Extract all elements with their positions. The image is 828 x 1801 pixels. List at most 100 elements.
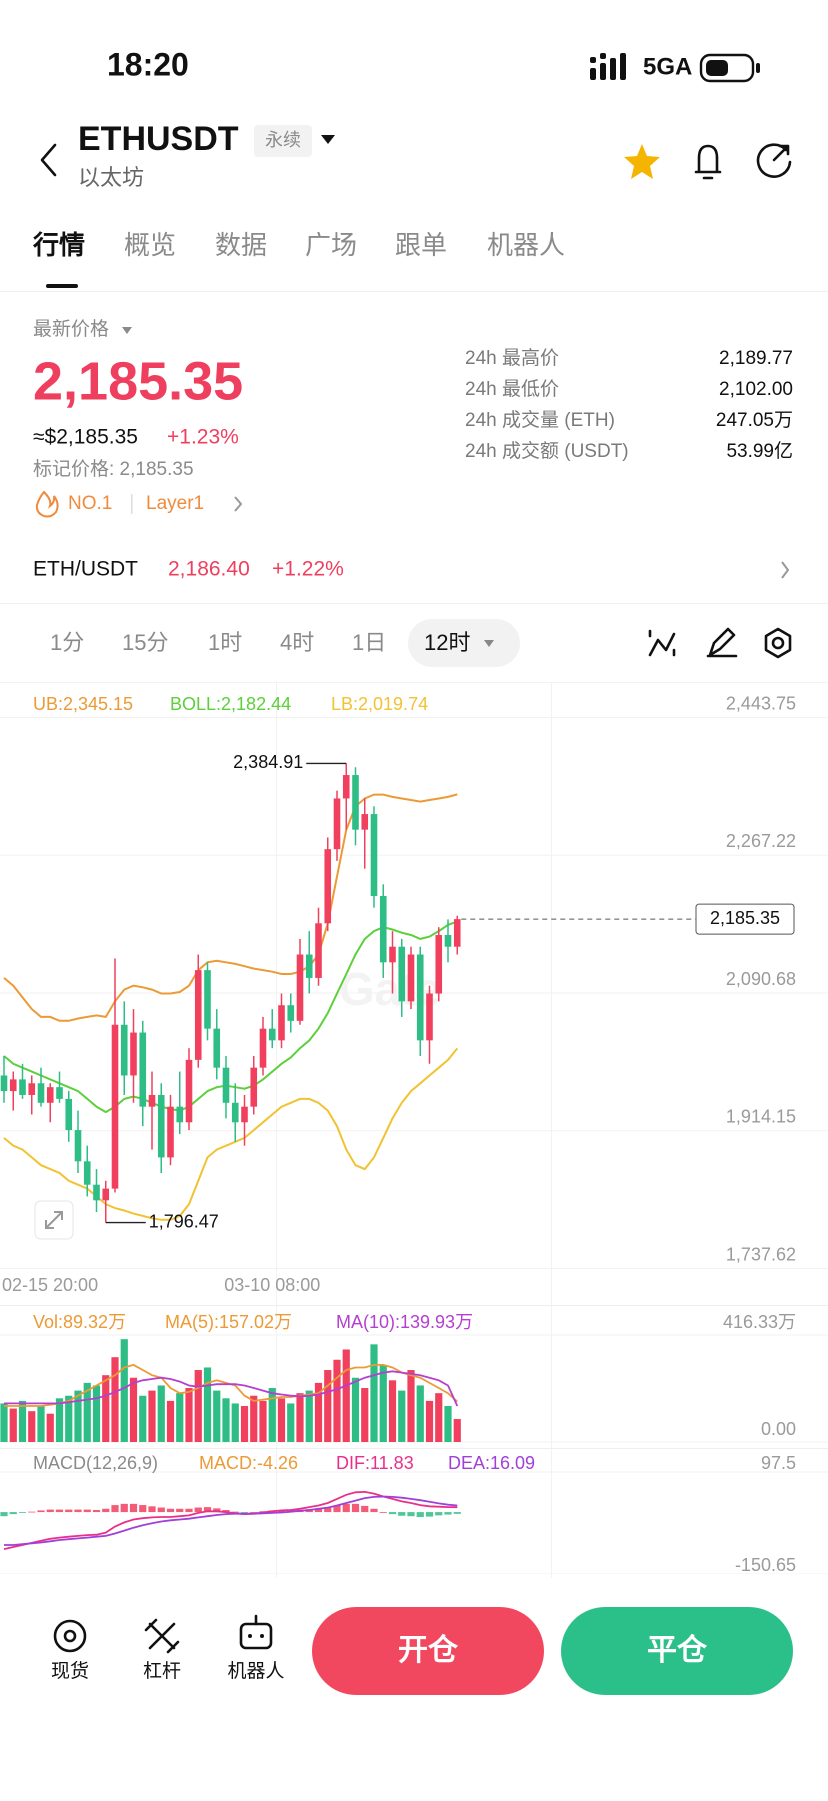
bar (314, 1382, 323, 1442)
usd-price: ≈$2,185.35 (33, 426, 138, 449)
candle-body (93, 1184, 100, 1201)
expand-button[interactable] (34, 1200, 74, 1240)
legend-entry: MA(5):157.02万 (165, 1312, 292, 1332)
bar (231, 1403, 239, 1442)
spot-pair[interactable]: ETH/USDT (33, 558, 138, 581)
interval-dropdown[interactable] (484, 640, 494, 647)
candle-body (222, 1067, 230, 1103)
status-network: 5GA (643, 53, 692, 80)
back-button[interactable] (40, 143, 57, 177)
indicator-button[interactable] (648, 629, 676, 657)
interval-selected-bg (408, 619, 520, 667)
bar (296, 1393, 304, 1442)
nav-label[interactable]: 现货 (51, 1660, 89, 1682)
bar (370, 1344, 378, 1442)
bar (240, 1512, 249, 1513)
candle-body (352, 775, 359, 830)
last-price-box (695, 903, 795, 935)
nav-label[interactable]: 杠杆 (143, 1660, 181, 1682)
bar (361, 1505, 369, 1513)
symbol: ETHUSDT (78, 120, 239, 158)
candle-body (296, 954, 304, 1021)
indicator-line (3, 1490, 458, 1550)
bar (194, 1370, 202, 1442)
bar (129, 1377, 138, 1442)
high-label: 2,384.91 (233, 752, 303, 772)
bar (0, 1512, 8, 1517)
tab[interactable]: 广场 (305, 230, 357, 260)
bar (277, 1398, 286, 1442)
nav-margin[interactable] (144, 1618, 180, 1654)
spot-price: 2,186.40 (168, 558, 250, 581)
nav-spot[interactable] (53, 1619, 87, 1653)
bar (305, 1390, 313, 1442)
bar (129, 1503, 138, 1513)
alert-bell[interactable] (694, 144, 722, 180)
stat-value: 53.99亿 (726, 440, 793, 462)
bar (148, 1506, 156, 1513)
spot-change: +1.22% (272, 558, 344, 581)
favorite-star[interactable] (624, 144, 660, 179)
bar (194, 1507, 202, 1513)
indicator-line (4, 1495, 458, 1546)
sector[interactable]: Layer1 (146, 493, 204, 514)
bar (111, 1505, 119, 1513)
price-change: +1.23% (167, 426, 239, 449)
legend-entry: LB:2,019.74 (331, 694, 428, 714)
bar (333, 1505, 341, 1513)
tab[interactable]: 概览 (124, 230, 176, 260)
bar (314, 1508, 323, 1513)
bar (453, 1512, 461, 1514)
chart-panel: 2,443.75 2,267.22 2,090.68 1,914.15 1,737.62… (0, 693, 828, 1295)
contract-tag: 永续 (265, 130, 301, 150)
settings-button[interactable] (764, 627, 792, 659)
interval[interactable]: 1时 (208, 630, 242, 655)
bar (435, 1512, 443, 1516)
bar (65, 1509, 73, 1513)
last-price-label: 2,185.35 (710, 908, 780, 928)
draw-button[interactable] (706, 627, 738, 658)
y-tick-label: 2,090.68 (726, 969, 796, 989)
candle-body (167, 1106, 174, 1158)
y-tick-label: 97.5 (761, 1453, 796, 1473)
bar (388, 1380, 397, 1442)
tab[interactable]: 数据 (215, 230, 267, 260)
bar (74, 1390, 82, 1442)
bar (18, 1400, 27, 1442)
legend-entry: DEA:16.09 (448, 1453, 535, 1473)
stat-value: 247.05万 (716, 410, 793, 431)
bar (37, 1406, 45, 1442)
interval[interactable]: 1分 (50, 630, 84, 655)
interval[interactable]: 1日 (352, 630, 386, 655)
candle-body (435, 935, 443, 994)
bar (351, 1377, 360, 1442)
tab[interactable]: 行情 (32, 230, 85, 260)
close-button-label[interactable]: 平仓 (647, 1634, 708, 1667)
tab[interactable]: 跟单 (395, 230, 447, 260)
sector-arrow[interactable] (234, 496, 243, 512)
share-button[interactable] (756, 143, 792, 178)
candle-body (74, 1130, 82, 1162)
price-dropdown[interactable] (122, 327, 132, 334)
interval[interactable]: 15分 (122, 630, 168, 655)
legend-entry: UB:2,345.15 (33, 694, 133, 714)
nav-label[interactable]: 机器人 (227, 1660, 284, 1682)
candle-body (407, 954, 415, 1002)
open-button-label[interactable]: 开仓 (398, 1634, 459, 1667)
tab[interactable]: 机器人 (487, 230, 565, 260)
interval[interactable]: 4时 (280, 630, 314, 655)
symbol-dropdown[interactable] (321, 135, 335, 144)
interval[interactable]: 12时 (424, 630, 470, 655)
separator (131, 494, 133, 514)
spot-arrow[interactable] (781, 561, 790, 579)
close-button[interactable] (561, 1607, 793, 1695)
nav-bot[interactable] (239, 1614, 273, 1650)
bar (351, 1503, 360, 1513)
candle-body (102, 1188, 110, 1201)
open-button[interactable] (312, 1607, 544, 1695)
candle-body (120, 1024, 128, 1076)
candle-body (231, 1102, 239, 1123)
legend-entry: Vol:89.32万 (33, 1312, 126, 1332)
